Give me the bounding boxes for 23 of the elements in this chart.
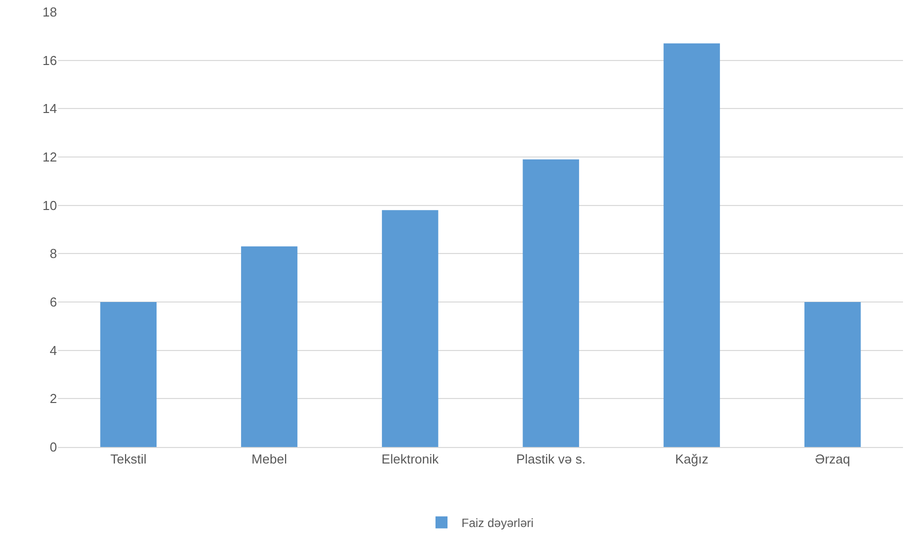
x-tick-label: Tekstil (110, 452, 147, 467)
y-tick-label: 18 (42, 4, 57, 20)
y-tick-label: 10 (42, 198, 57, 213)
y-tick-label: 0 (50, 440, 57, 455)
y-tick-label: 12 (42, 150, 57, 165)
y-tick-label: 14 (42, 101, 57, 116)
x-tick-label: Plastik və s. (516, 452, 586, 467)
x-tick-label: Kağız (675, 452, 708, 467)
y-tick-label: 6 (50, 294, 57, 310)
y-tick-label: 8 (50, 246, 57, 262)
bar (804, 302, 861, 447)
bar (382, 210, 438, 447)
y-tick-label: 2 (50, 391, 57, 406)
bar (664, 43, 720, 447)
bar (241, 246, 298, 447)
x-tick-label: Elektronik (382, 452, 440, 467)
x-tick-label: Mebel (252, 452, 288, 467)
legend-label: Faiz dəyərləri (462, 516, 534, 530)
bar (100, 302, 157, 447)
x-tick-label: Ərzaq (815, 452, 850, 467)
y-tick-label: 16 (42, 52, 57, 68)
y-tick-label: 4 (50, 342, 57, 358)
bar (522, 159, 580, 447)
